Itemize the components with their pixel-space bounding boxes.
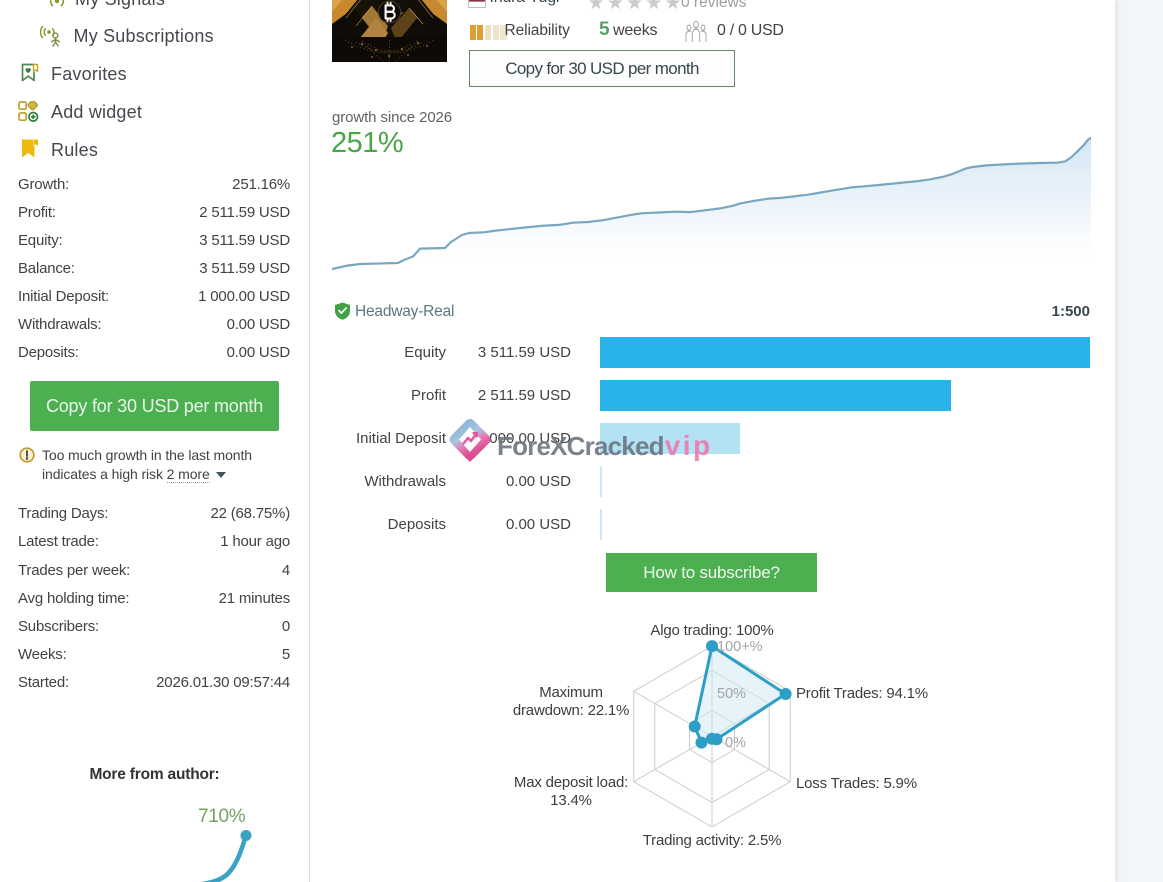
svg-text:0%: 0%: [725, 735, 746, 751]
